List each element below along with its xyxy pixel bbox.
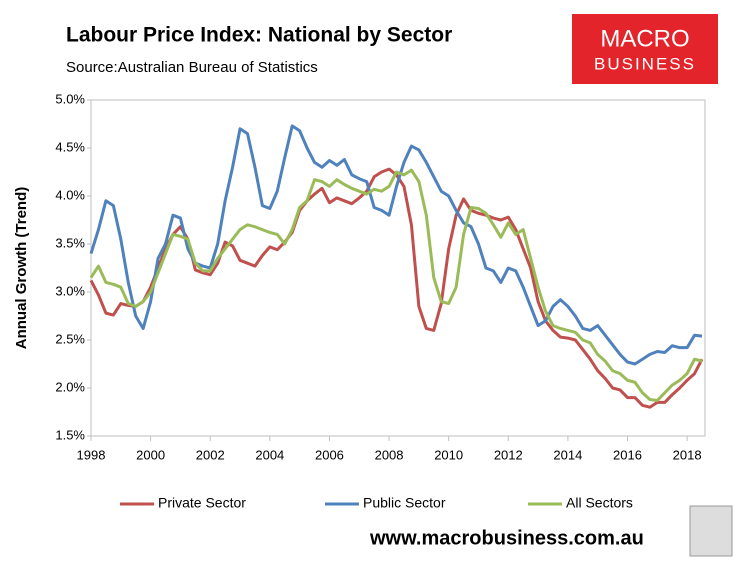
series-line xyxy=(89,167,704,409)
x-tick-label: 2006 xyxy=(315,447,344,462)
x-tick-label: 1998 xyxy=(77,447,106,462)
chart-subtitle: Source:Australian Bureau of Statistics xyxy=(66,59,318,76)
wolf-icon xyxy=(689,505,733,557)
y-tick-label: 2.0% xyxy=(55,379,85,394)
y-tick-label: 1.5% xyxy=(55,427,85,442)
legend-label: Public Sector xyxy=(363,495,446,511)
y-axis-label: Annual Growth (Trend) xyxy=(13,187,30,350)
y-tick-label: 3.0% xyxy=(55,283,85,298)
x-tick-label: 2004 xyxy=(255,447,284,462)
x-tick-label: 2010 xyxy=(434,447,463,462)
x-tick-label: 2002 xyxy=(196,447,225,462)
y-tick-label: 3.5% xyxy=(55,235,85,250)
series-line xyxy=(89,168,703,402)
y-tick-label: 4.0% xyxy=(55,187,85,202)
y-tick-label: 2.5% xyxy=(55,331,85,346)
chart-title: Labour Price Index: National by Sector xyxy=(66,24,452,47)
footer: www.macrobusiness.com.au xyxy=(369,527,644,549)
x-tick-label: 2012 xyxy=(494,447,523,462)
y-tick-label: 4.5% xyxy=(55,139,85,154)
logo-text: BUSINESS xyxy=(594,54,696,73)
plot-frame xyxy=(90,99,706,437)
series-line xyxy=(89,124,703,366)
x-tick-label: 2016 xyxy=(613,447,642,462)
x-tick-label: 2000 xyxy=(136,447,165,462)
x-tick-label: 2008 xyxy=(375,447,404,462)
x-tick-label: 2018 xyxy=(673,447,702,462)
logo-box xyxy=(572,14,718,84)
legend-label: Private Sector xyxy=(158,495,246,511)
logo-text: MACRO xyxy=(600,25,689,52)
x-tick-label: 2014 xyxy=(553,447,582,462)
legend-label: All Sectors xyxy=(566,495,633,511)
y-tick-label: 5.0% xyxy=(55,91,85,106)
